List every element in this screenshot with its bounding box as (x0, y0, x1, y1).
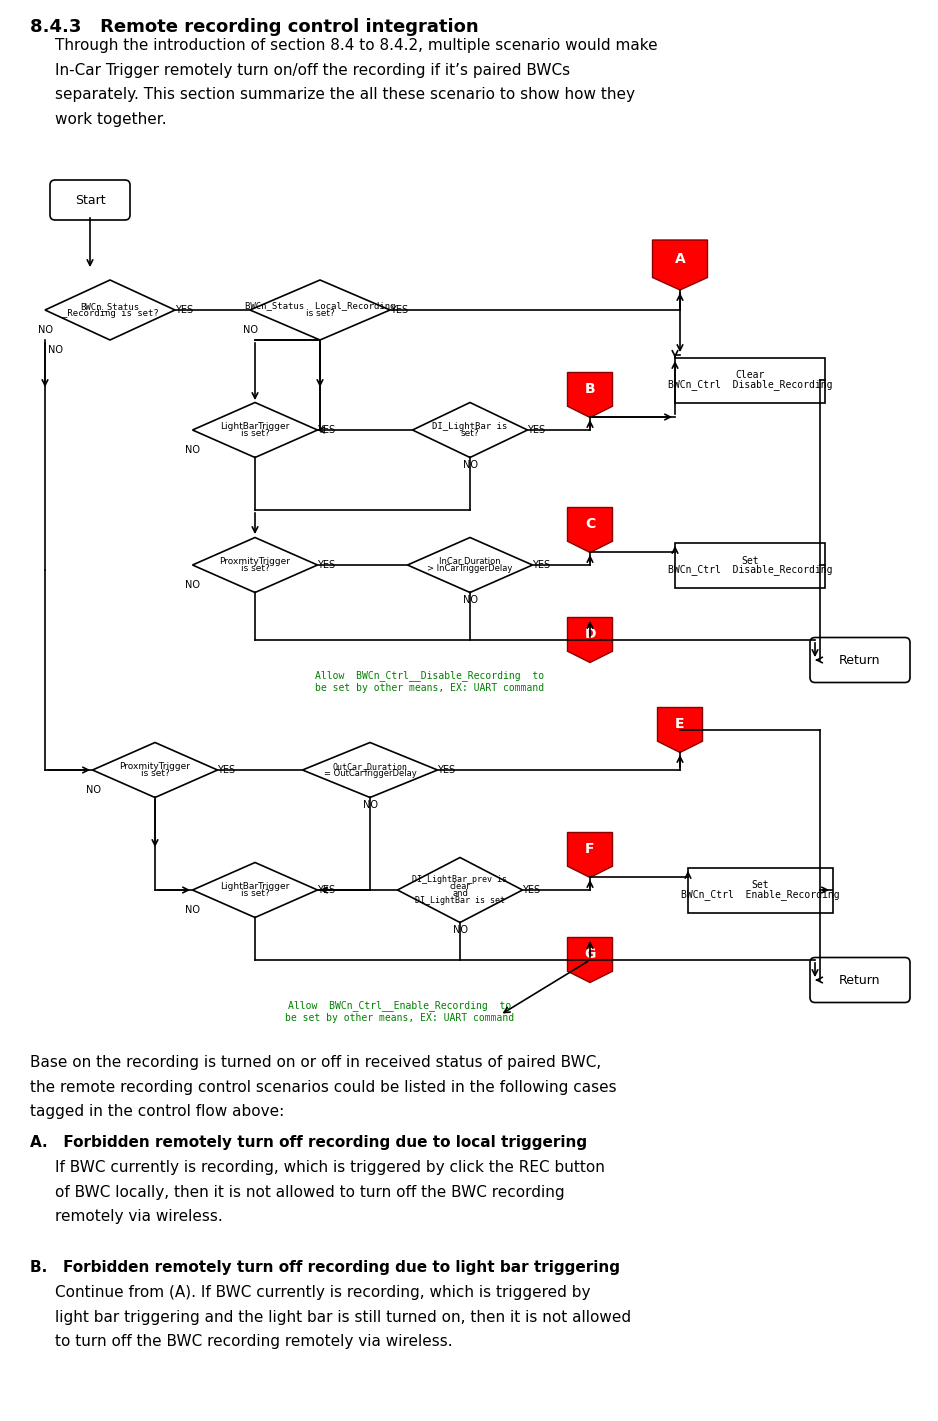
Text: and: and (452, 890, 468, 898)
Polygon shape (567, 938, 613, 982)
FancyBboxPatch shape (50, 180, 130, 220)
Text: Allow  BWCn_Ctrl__Disable_Recording  to
be set by other means, EX: UART command: Allow BWCn_Ctrl__Disable_Recording to be… (315, 669, 545, 692)
Text: Allow  BWCn_Ctrl__Enable_Recording  to
be set by other means, EX: UART command: Allow BWCn_Ctrl__Enable_Recording to be … (285, 1000, 515, 1023)
Text: InCar Duration: InCar Duration (439, 557, 501, 566)
Text: BWCn_Ctrl  Enable_Recording: BWCn_Ctrl Enable_Recording (681, 890, 840, 899)
Text: Base on the recording is turned on or off in received status of paired BWC,
the : Base on the recording is turned on or of… (30, 1054, 616, 1120)
Text: G: G (584, 948, 596, 962)
Text: NO: NO (48, 345, 63, 355)
Text: is set?: is set? (241, 429, 269, 438)
Text: Set: Set (741, 556, 759, 566)
Text: NO: NO (452, 925, 467, 935)
Text: 8.4.3   Remote recording control integration: 8.4.3 Remote recording control integrati… (30, 18, 478, 36)
Text: Return: Return (840, 654, 881, 666)
Text: clear: clear (449, 882, 471, 891)
Text: B: B (584, 382, 596, 396)
Text: Through the introduction of section 8.4 to 8.4.2, multiple scenario would make
I: Through the introduction of section 8.4 … (55, 38, 658, 126)
Text: F: F (585, 843, 595, 857)
Text: D: D (584, 628, 596, 641)
Text: ProxmityTrigger: ProxmityTrigger (219, 557, 291, 566)
Text: YES: YES (522, 885, 540, 895)
Polygon shape (567, 833, 613, 878)
Text: Clear: Clear (735, 371, 764, 381)
Text: If BWC currently is recording, which is triggered by click the REC button
of BWC: If BWC currently is recording, which is … (55, 1160, 605, 1225)
Text: set?: set? (461, 429, 479, 438)
Text: YES: YES (175, 306, 193, 315)
Text: BWCn_Ctrl  Disable_Recording: BWCn_Ctrl Disable_Recording (668, 564, 832, 576)
Text: is set?: is set? (306, 310, 334, 318)
Text: > InCarTriggerDelay: > InCarTriggerDelay (428, 564, 513, 573)
Text: NO: NO (243, 325, 258, 335)
Polygon shape (567, 618, 613, 662)
FancyBboxPatch shape (688, 867, 833, 912)
Text: YES: YES (390, 306, 408, 315)
Text: is set?: is set? (241, 890, 269, 898)
Text: DI_LightBar is set: DI_LightBar is set (415, 897, 505, 905)
Text: YES: YES (527, 425, 545, 435)
Polygon shape (567, 372, 613, 418)
FancyBboxPatch shape (675, 358, 825, 402)
Text: NO: NO (186, 445, 201, 455)
Text: OutCar_Duration: OutCar_Duration (332, 762, 407, 772)
Text: is set?: is set? (241, 564, 269, 573)
Text: = OutCarTriggerDelay: = OutCarTriggerDelay (324, 769, 416, 779)
Text: NO: NO (462, 595, 477, 605)
Text: C: C (585, 517, 595, 531)
Text: YES: YES (532, 560, 550, 570)
Text: YES: YES (217, 764, 235, 774)
Text: DI_LightBar is: DI_LightBar is (432, 422, 507, 431)
Text: YES: YES (317, 560, 335, 570)
Text: B.   Forbidden remotely turn off recording due to light bar triggering: B. Forbidden remotely turn off recording… (30, 1260, 620, 1275)
Text: NO: NO (186, 905, 201, 915)
Polygon shape (567, 507, 613, 553)
FancyBboxPatch shape (675, 543, 825, 587)
Text: ProxmityTrigger: ProxmityTrigger (119, 762, 190, 770)
Text: A: A (674, 252, 686, 266)
FancyBboxPatch shape (810, 638, 910, 682)
Text: BWCn_Status  Local_Recording: BWCn_Status Local_Recording (245, 301, 395, 311)
Text: Set: Set (751, 881, 769, 891)
Text: NO: NO (186, 580, 201, 590)
Text: DI_LightBar_prev is: DI_LightBar_prev is (413, 875, 507, 884)
Text: A.   Forbidden remotely turn off recording due to local triggering: A. Forbidden remotely turn off recording… (30, 1135, 587, 1150)
Text: _Recording is set?: _Recording is set? (62, 310, 159, 318)
Text: NO: NO (85, 784, 100, 794)
Polygon shape (653, 240, 707, 290)
Text: YES: YES (437, 764, 455, 774)
Text: BWCn_Ctrl  Disable_Recording: BWCn_Ctrl Disable_Recording (668, 379, 832, 389)
Text: Return: Return (840, 973, 881, 986)
FancyBboxPatch shape (810, 958, 910, 1002)
Text: NO: NO (362, 800, 377, 810)
Text: is set?: is set? (141, 769, 170, 779)
Text: NO: NO (462, 460, 477, 470)
Text: YES: YES (317, 425, 335, 435)
Polygon shape (658, 708, 703, 753)
Text: LightBarTrigger: LightBarTrigger (220, 882, 290, 891)
Text: Start: Start (75, 193, 105, 206)
Text: LightBarTrigger: LightBarTrigger (220, 422, 290, 431)
Text: NO: NO (38, 325, 53, 335)
Text: YES: YES (317, 885, 335, 895)
Text: BWCn_Status: BWCn_Status (81, 301, 140, 311)
Text: Continue from (A). If BWC currently is recording, which is triggered by
light ba: Continue from (A). If BWC currently is r… (55, 1285, 631, 1349)
Text: E: E (675, 718, 685, 732)
